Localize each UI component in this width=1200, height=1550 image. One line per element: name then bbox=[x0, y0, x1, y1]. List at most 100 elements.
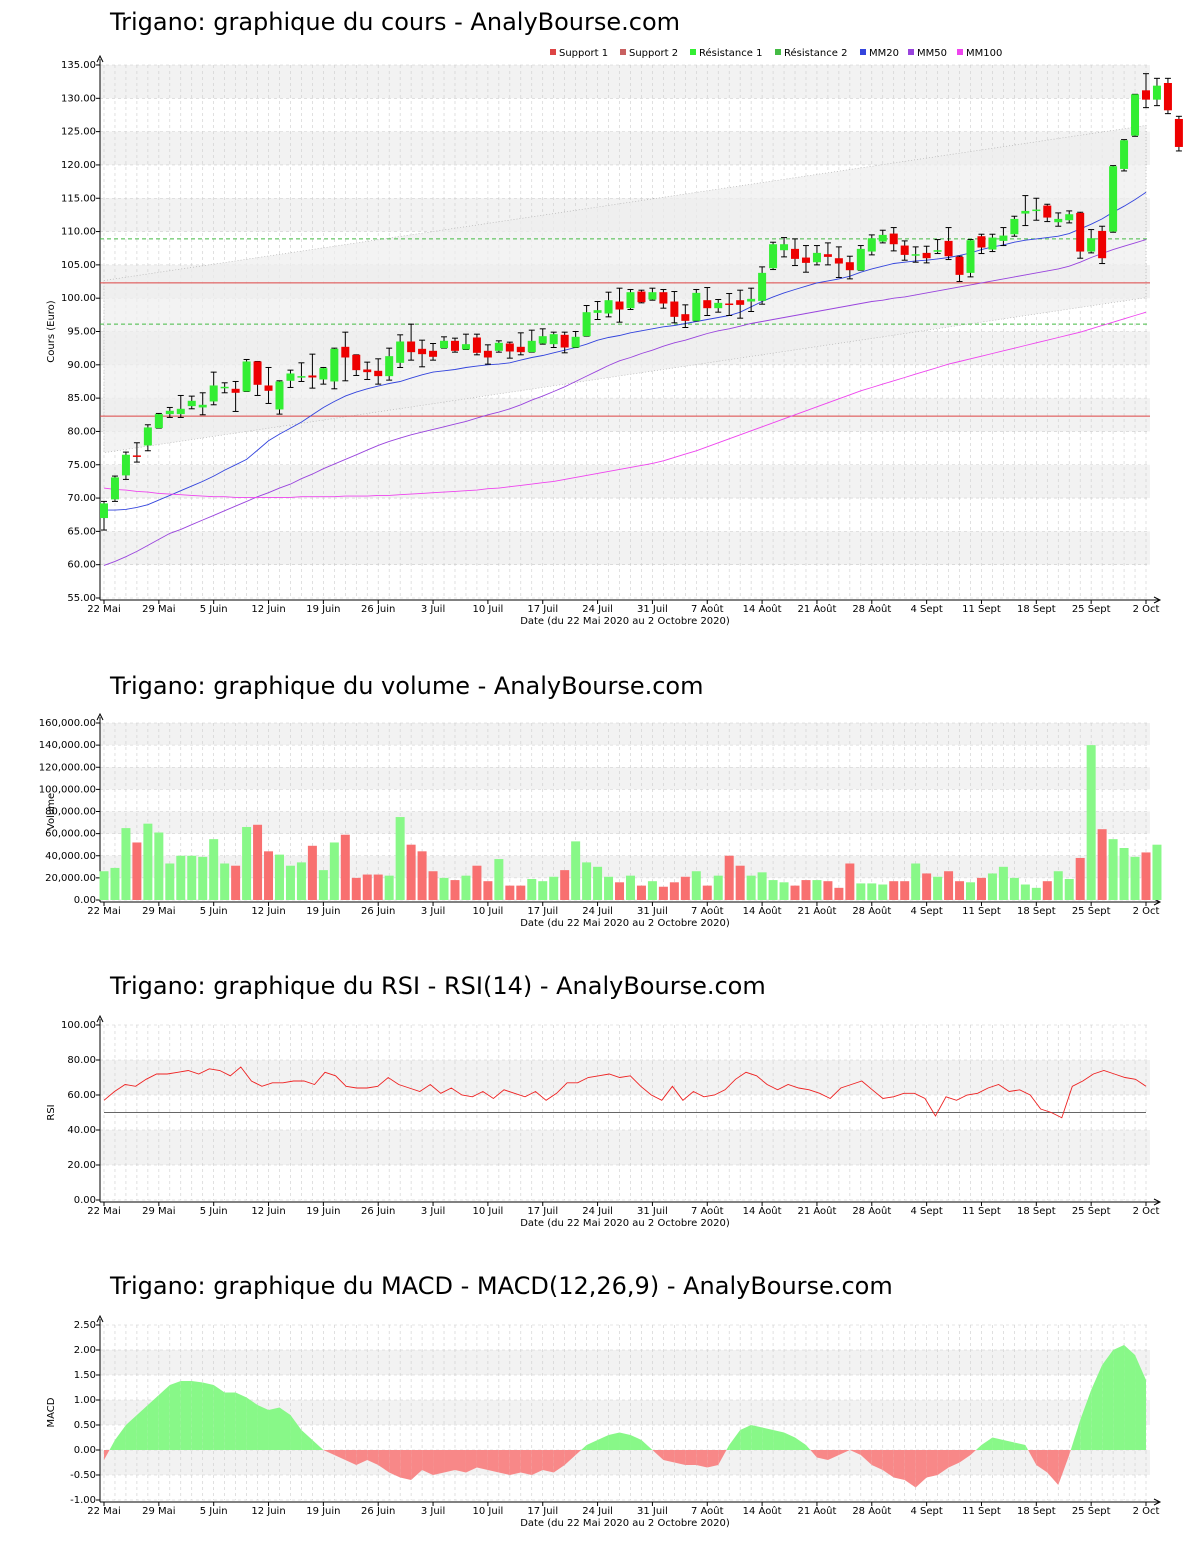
macd-area-segment bbox=[169, 1381, 181, 1450]
macd-area-segment bbox=[773, 1430, 785, 1450]
legend-swatch bbox=[860, 49, 866, 55]
volume-y-tick-label: 20,000.00 bbox=[45, 873, 96, 884]
macd-y-tick-label: 1.50 bbox=[74, 1370, 96, 1381]
volume-x-tick-label: 29 Mai bbox=[142, 906, 175, 917]
rsi-x-tick-label: 3 Juil bbox=[421, 1206, 445, 1217]
price-y-tick-label: 80.00 bbox=[67, 426, 96, 437]
volume-y-tick-label: 60,000.00 bbox=[45, 829, 96, 840]
macd-area-segment bbox=[224, 1392, 236, 1450]
macd-y-tick-label: -0.50 bbox=[70, 1470, 96, 1481]
price-x-tick-label: 26 Juin bbox=[361, 604, 395, 615]
candle-body bbox=[659, 292, 668, 304]
rsi-grid-band bbox=[100, 1130, 1150, 1165]
macd-grid-band bbox=[100, 1450, 1150, 1475]
macd-area-segment bbox=[1113, 1345, 1125, 1450]
macd-x-tick-label: 29 Mai bbox=[142, 1506, 175, 1517]
candle-body bbox=[341, 346, 350, 358]
candle-body bbox=[1065, 214, 1074, 221]
candle-body bbox=[1131, 94, 1140, 136]
macd-area-segment bbox=[718, 1450, 727, 1465]
volume-x-tick-label: 19 Juin bbox=[306, 906, 340, 917]
volume-bar bbox=[209, 839, 219, 900]
volume-bar bbox=[340, 834, 350, 900]
macd-area-segment bbox=[893, 1450, 905, 1480]
candle-body bbox=[812, 252, 821, 263]
volume-bar bbox=[1031, 887, 1041, 900]
volume-bar bbox=[647, 881, 657, 900]
rsi-x-axis-arrow bbox=[1153, 1198, 1162, 1206]
macd-x-tick-label: 18 Sept bbox=[1017, 1506, 1056, 1517]
macd-x-tick-label: 7 Août bbox=[691, 1505, 724, 1517]
candle-body bbox=[769, 244, 778, 269]
volume-y-tick-label: 100,000.00 bbox=[39, 784, 96, 795]
candle-body bbox=[1109, 166, 1118, 232]
candle-body bbox=[231, 388, 240, 393]
macd-area-segment bbox=[147, 1395, 159, 1450]
candle-body bbox=[110, 477, 119, 500]
volume-panel: Trigano: graphique du volume - AnalyBour… bbox=[0, 660, 1200, 940]
candle-body bbox=[308, 375, 317, 378]
volume-bar bbox=[889, 881, 899, 900]
price-y-tick-label: 130.00 bbox=[61, 93, 96, 104]
volume-bar bbox=[472, 865, 482, 900]
candle-body bbox=[725, 303, 734, 306]
volume-bar bbox=[713, 875, 723, 900]
macd-area-segment bbox=[992, 1437, 1004, 1450]
price-x-tick-label: 3 Juil bbox=[421, 604, 445, 615]
rsi-x-tick-label: 12 Juin bbox=[251, 1206, 285, 1217]
macd-area-segment bbox=[498, 1450, 510, 1475]
volume-bar bbox=[1020, 884, 1030, 900]
macd-x-tick-label: 25 Sept bbox=[1072, 1506, 1111, 1517]
volume-bar bbox=[998, 866, 1008, 900]
volume-bar bbox=[768, 880, 778, 900]
volume-x-tick-label: 17 Juil bbox=[527, 906, 558, 917]
volume-bar bbox=[955, 881, 965, 900]
volume-bar bbox=[264, 851, 274, 900]
macd-area-segment bbox=[1135, 1355, 1146, 1450]
macd-area-segment bbox=[1080, 1390, 1092, 1450]
volume-bar bbox=[285, 865, 295, 900]
macd-area-segment bbox=[926, 1450, 938, 1478]
volume-bar bbox=[669, 882, 679, 900]
price-grid-band bbox=[100, 531, 1150, 565]
volume-bar bbox=[505, 885, 515, 900]
volume-bar bbox=[987, 873, 997, 900]
macd-area-segment bbox=[191, 1381, 203, 1450]
candle-body bbox=[966, 240, 975, 273]
candle-body bbox=[440, 340, 449, 349]
candle-body bbox=[988, 237, 997, 250]
candle-body bbox=[703, 300, 712, 309]
volume-bar bbox=[1141, 852, 1151, 900]
candle-body bbox=[1152, 85, 1161, 100]
macd-area-segment bbox=[810, 1450, 817, 1458]
macd-x-tick-label: 28 Août bbox=[852, 1505, 891, 1517]
volume-bar bbox=[812, 880, 822, 900]
candle-body bbox=[494, 342, 503, 351]
volume-bar bbox=[900, 881, 910, 900]
rsi-line bbox=[103, 1066, 1147, 1119]
volume-bar bbox=[658, 886, 668, 900]
rsi-x-tick-label: 18 Sept bbox=[1017, 1206, 1056, 1217]
volume-bar bbox=[417, 851, 427, 900]
volume-y-axis-label: Volume bbox=[46, 793, 57, 830]
rsi-x-axis-label: Date (du 22 Mai 2020 au 2 Octobre 2020) bbox=[520, 1218, 730, 1229]
price-chart-title: Trigano: graphique du cours - AnalyBours… bbox=[110, 8, 681, 36]
macd-area-segment bbox=[136, 1405, 148, 1450]
macd-area-segment bbox=[784, 1432, 796, 1450]
macd-area-segment bbox=[860, 1450, 872, 1465]
price-y-tick-label: 115.00 bbox=[61, 193, 96, 204]
candle-body bbox=[242, 361, 251, 392]
candle-body bbox=[560, 334, 569, 348]
macd-area-segment bbox=[641, 1440, 653, 1450]
candle-body bbox=[121, 454, 130, 476]
macd-x-tick-label: 11 Sept bbox=[962, 1506, 1001, 1517]
volume-bar bbox=[615, 882, 625, 900]
volume-bar bbox=[242, 826, 252, 900]
price-x-tick-label: 14 Août bbox=[743, 603, 782, 615]
rsi-y-axis-arrow bbox=[96, 1014, 104, 1023]
price-y-tick-label: 60.00 bbox=[67, 560, 96, 571]
volume-bar bbox=[691, 871, 701, 900]
price-x-tick-label: 21 Août bbox=[797, 603, 836, 615]
macd-area-segment bbox=[114, 1425, 126, 1450]
candle-body bbox=[626, 292, 635, 309]
